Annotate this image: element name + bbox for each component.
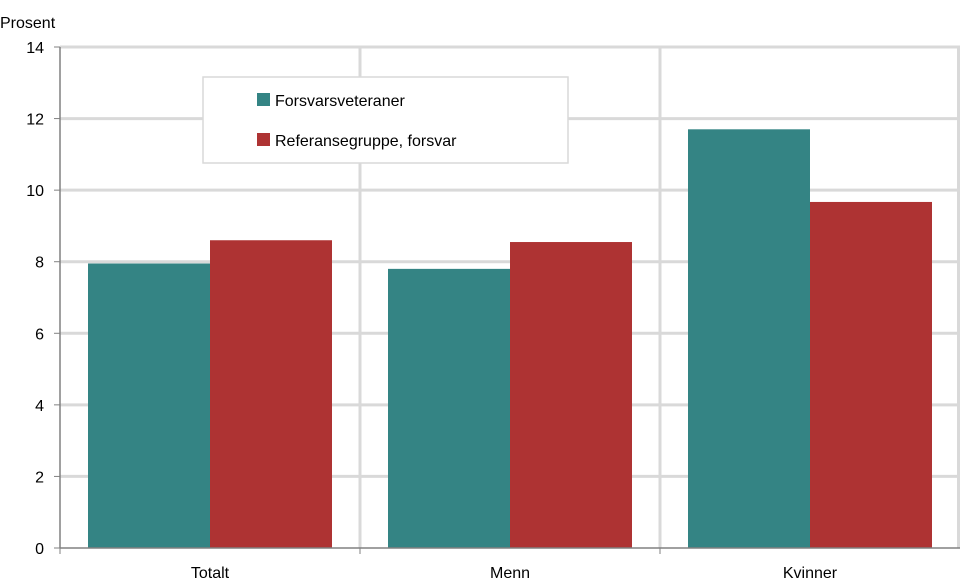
bar-referansegruppe-forsvar-menn [510, 242, 632, 548]
bars [88, 129, 932, 549]
legend-swatch-forsvarsveteraner [257, 93, 270, 106]
legend-label-forsvarsveteraner: Forsvarsveteraner [275, 93, 405, 110]
bar-forsvarsveteraner-totalt [88, 263, 210, 548]
bar-forsvarsveteraner-kvinner [688, 129, 810, 549]
axes: Totalt Menn Kvinner 0 2 4 6 8 10 12 14 [26, 40, 960, 580]
y-tick-label-8: 8 [35, 255, 44, 272]
y-tick-label-2: 2 [35, 469, 44, 486]
legend: Forsvarsveteraner Referansegruppe, forsv… [202, 76, 569, 164]
y-tick-label-10: 10 [26, 183, 44, 200]
y-tick-label-12: 12 [26, 112, 44, 129]
legend-label-referansegruppe: Referansegruppe, forsvar [275, 133, 457, 150]
y-tick-label-6: 6 [35, 326, 44, 343]
y-tick-label-4: 4 [35, 398, 44, 415]
y-tick-label-0: 0 [35, 541, 44, 558]
x-tick-label-totalt: Totalt [191, 565, 230, 580]
y-axis-title: Prosent [0, 15, 56, 32]
bar-forsvarsveteraner-menn [388, 268, 510, 548]
bar-referansegruppe-forsvar-totalt [210, 240, 332, 548]
legend-swatch-referansegruppe [257, 133, 270, 146]
legend-box [202, 76, 569, 164]
bar-referansegruppe-forsvar-kvinner [810, 201, 932, 548]
x-tick-label-menn: Menn [490, 565, 530, 580]
y-tick-label-14: 14 [26, 40, 44, 57]
x-tick-label-kvinner: Kvinner [783, 565, 838, 580]
